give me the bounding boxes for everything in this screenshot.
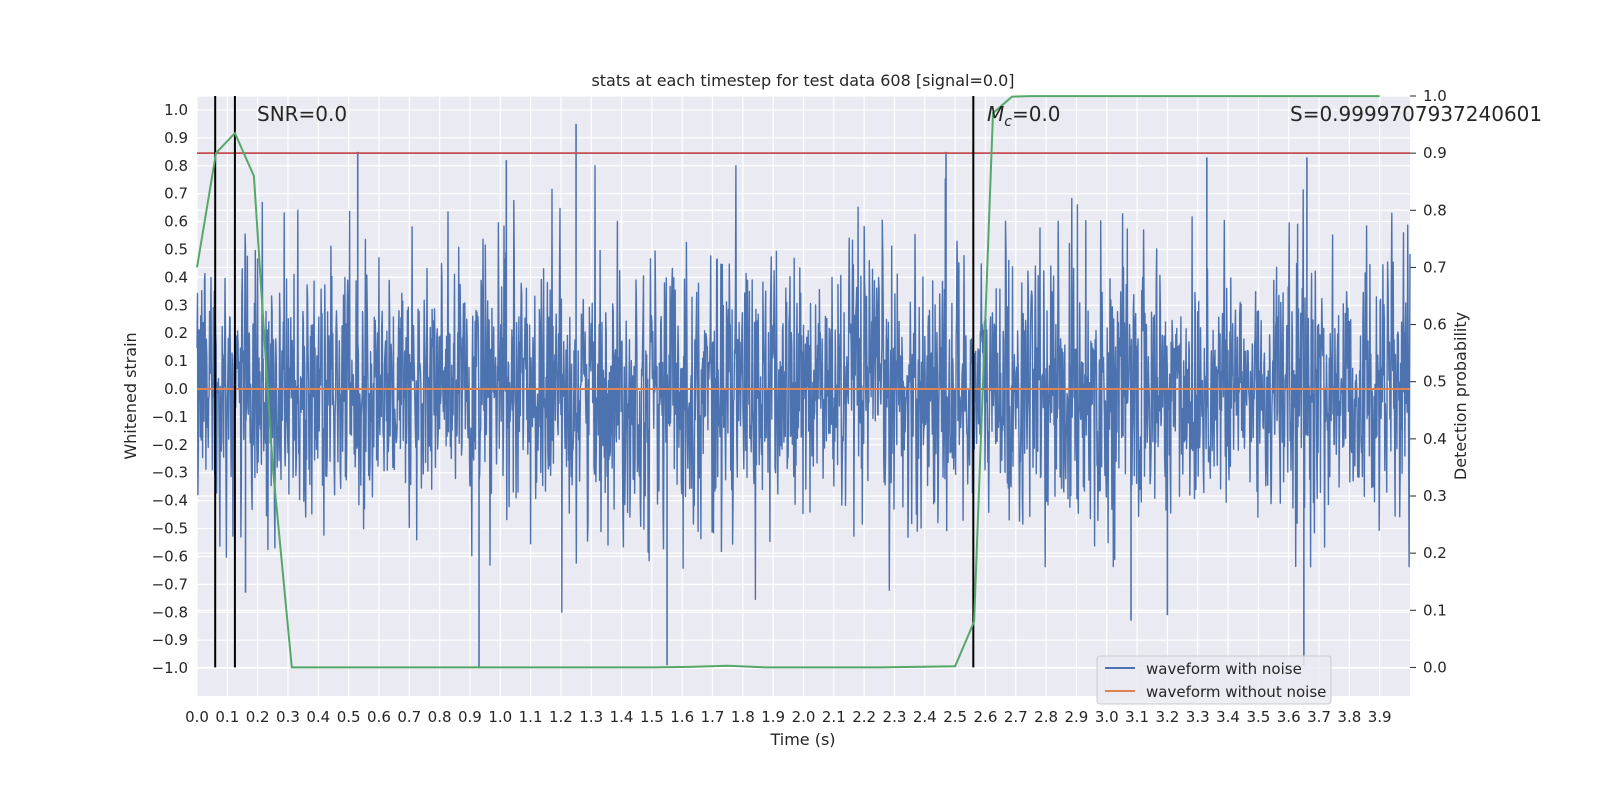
x-tick-label: 3.7: [1307, 708, 1331, 726]
legend-label-without-noise: waveform without noise: [1146, 683, 1326, 701]
x-tick-label: 1.6: [670, 708, 694, 726]
x-tick-labels: 0.0 0.1 0.2 0.3 0.4 0.5 0.6 0.7 0.8 0.9 1.0 1.1 1.2 1…: [185, 708, 1392, 726]
chart-title: stats at each timestep for test data 608…: [591, 71, 1014, 90]
x-tick-label: 2.8: [1034, 708, 1058, 726]
x-tick-label: 2.4: [913, 708, 937, 726]
x-tick-label: 2.9: [1064, 708, 1088, 726]
y2-tick-label: 0.5: [1423, 373, 1447, 391]
reference-lines: [197, 96, 1410, 668]
y-tick-label: 0.9: [164, 129, 188, 147]
y-tick-label: 0.2: [164, 324, 188, 342]
x-tick-label: 2.3: [883, 708, 907, 726]
x-tick-label: 2.6: [974, 708, 998, 726]
y-tick-label: 1.0: [164, 101, 188, 119]
x-tick-label: 2.5: [943, 708, 967, 726]
y-tick-label: 0.7: [164, 185, 188, 203]
x-tick-label: 3.3: [1186, 708, 1210, 726]
y2-tick-label: 0.6: [1423, 316, 1447, 334]
y-tick-label: 0.0: [164, 380, 188, 398]
x-tick-label: 0.6: [367, 708, 391, 726]
chirp-mass-subscript: c: [1004, 114, 1012, 130]
y2-tick-label: 1.0: [1423, 87, 1447, 105]
legend: waveform with noise waveform without noi…: [1096, 655, 1332, 705]
y-tick-label: −0.8: [152, 603, 188, 621]
y-tick-label: −0.4: [152, 492, 188, 510]
y-tick-label: −0.1: [152, 408, 188, 426]
x-tick-label: 0.8: [428, 708, 452, 726]
x-tick-label: 3.4: [1216, 708, 1240, 726]
y-tick-label: −0.7: [152, 575, 188, 593]
legend-box: [1096, 655, 1332, 705]
x-tick-label: 1.0: [488, 708, 512, 726]
probability-line: [196, 95, 1380, 669]
noise-line: [196, 165, 1411, 613]
series-detection-probability: [196, 95, 1380, 669]
x-tick-label: 3.8: [1337, 708, 1361, 726]
x-tick-label: 3.9: [1368, 708, 1392, 726]
x-tick-label: 1.7: [701, 708, 725, 726]
chirp-mass-value: =0.0: [1012, 102, 1061, 126]
series-waveform-with-noise: [196, 123, 1411, 669]
y-tick-label: 0.3: [164, 296, 188, 314]
y-tick-label: 0.5: [164, 240, 188, 258]
x-tick-label: 3.6: [1277, 708, 1301, 726]
y2-tick-label: 0.3: [1423, 487, 1447, 505]
x-tick-label: 1.2: [549, 708, 573, 726]
y-tick-label: 0.4: [164, 268, 188, 286]
x-tick-label: 1.5: [640, 708, 664, 726]
y-tick-label: 0.6: [164, 213, 188, 231]
y-axis-label: Whitened strain: [121, 332, 140, 459]
x-tick-label: 1.9: [761, 708, 785, 726]
y2-tick-label: 0.8: [1423, 201, 1447, 219]
snr-annotation: SNR=0.0: [257, 102, 347, 126]
x-tick-label: 1.8: [731, 708, 755, 726]
x-tick-label: 0.3: [276, 708, 300, 726]
x-tick-label: 1.4: [610, 708, 634, 726]
x-tick-label: 3.5: [1246, 708, 1270, 726]
y2-tick-label: 0.7: [1423, 258, 1447, 276]
y2-tick-label: 0.0: [1423, 658, 1447, 676]
y-tick-label: −1.0: [152, 659, 188, 677]
chirp-mass-symbol: M: [987, 102, 1004, 126]
y-tick-labels: 1.0 0.9 0.8 0.7 0.6 0.5 0.4 0.3 0.2 0.1 0.0 −0.1 −0.…: [152, 101, 188, 677]
x-tick-label: 1.3: [579, 708, 603, 726]
x-tick-label: 3.1: [1125, 708, 1149, 726]
y-tick-label: −0.3: [152, 464, 188, 482]
x-tick-label: 0.4: [306, 708, 330, 726]
y-tick-label: −0.9: [152, 631, 188, 649]
legend-label-with-noise: waveform with noise: [1146, 660, 1302, 678]
y2-tick-label: 0.2: [1423, 544, 1447, 562]
y2-tick-label: 0.4: [1423, 430, 1447, 448]
x-tick-label: 0.9: [458, 708, 482, 726]
x-tick-label: 0.7: [397, 708, 421, 726]
y2-axis-label: Detection probability: [1451, 312, 1470, 480]
x-tick-label: 0.5: [337, 708, 361, 726]
x-tick-label: 2.0: [792, 708, 816, 726]
chirp-mass-annotation: Mc=0.0: [987, 102, 1061, 130]
y2-tick-label: 0.1: [1423, 601, 1447, 619]
y-tick-label: −0.6: [152, 547, 188, 565]
x-tick-label: 0.2: [246, 708, 270, 726]
x-axis-label: Time (s): [769, 730, 835, 749]
x-tick-label: 2.2: [852, 708, 876, 726]
x-tick-label: 2.7: [1004, 708, 1028, 726]
y2-tick-labels: 1.0 0.9 0.8 0.7 0.6 0.5 0.4 0.3 0.2 0.1 0.0: [1423, 87, 1447, 676]
x-tick-label: 0.0: [185, 708, 209, 726]
s-annotation: S=0.9999707937240601: [1290, 102, 1542, 126]
x-tick-label: 0.1: [215, 708, 239, 726]
x-tick-label: 1.1: [519, 708, 543, 726]
y-tick-label: −0.2: [152, 436, 188, 454]
x-tick-label: 3.2: [1155, 708, 1179, 726]
x-tick-label: 2.1: [822, 708, 846, 726]
y-tick-label: 0.8: [164, 157, 188, 175]
y-tick-label: 0.1: [164, 352, 188, 370]
y2-tick-label: 0.9: [1423, 144, 1447, 162]
y-tick-label: −0.5: [152, 520, 188, 538]
x-tick-label: 3.0: [1095, 708, 1119, 726]
